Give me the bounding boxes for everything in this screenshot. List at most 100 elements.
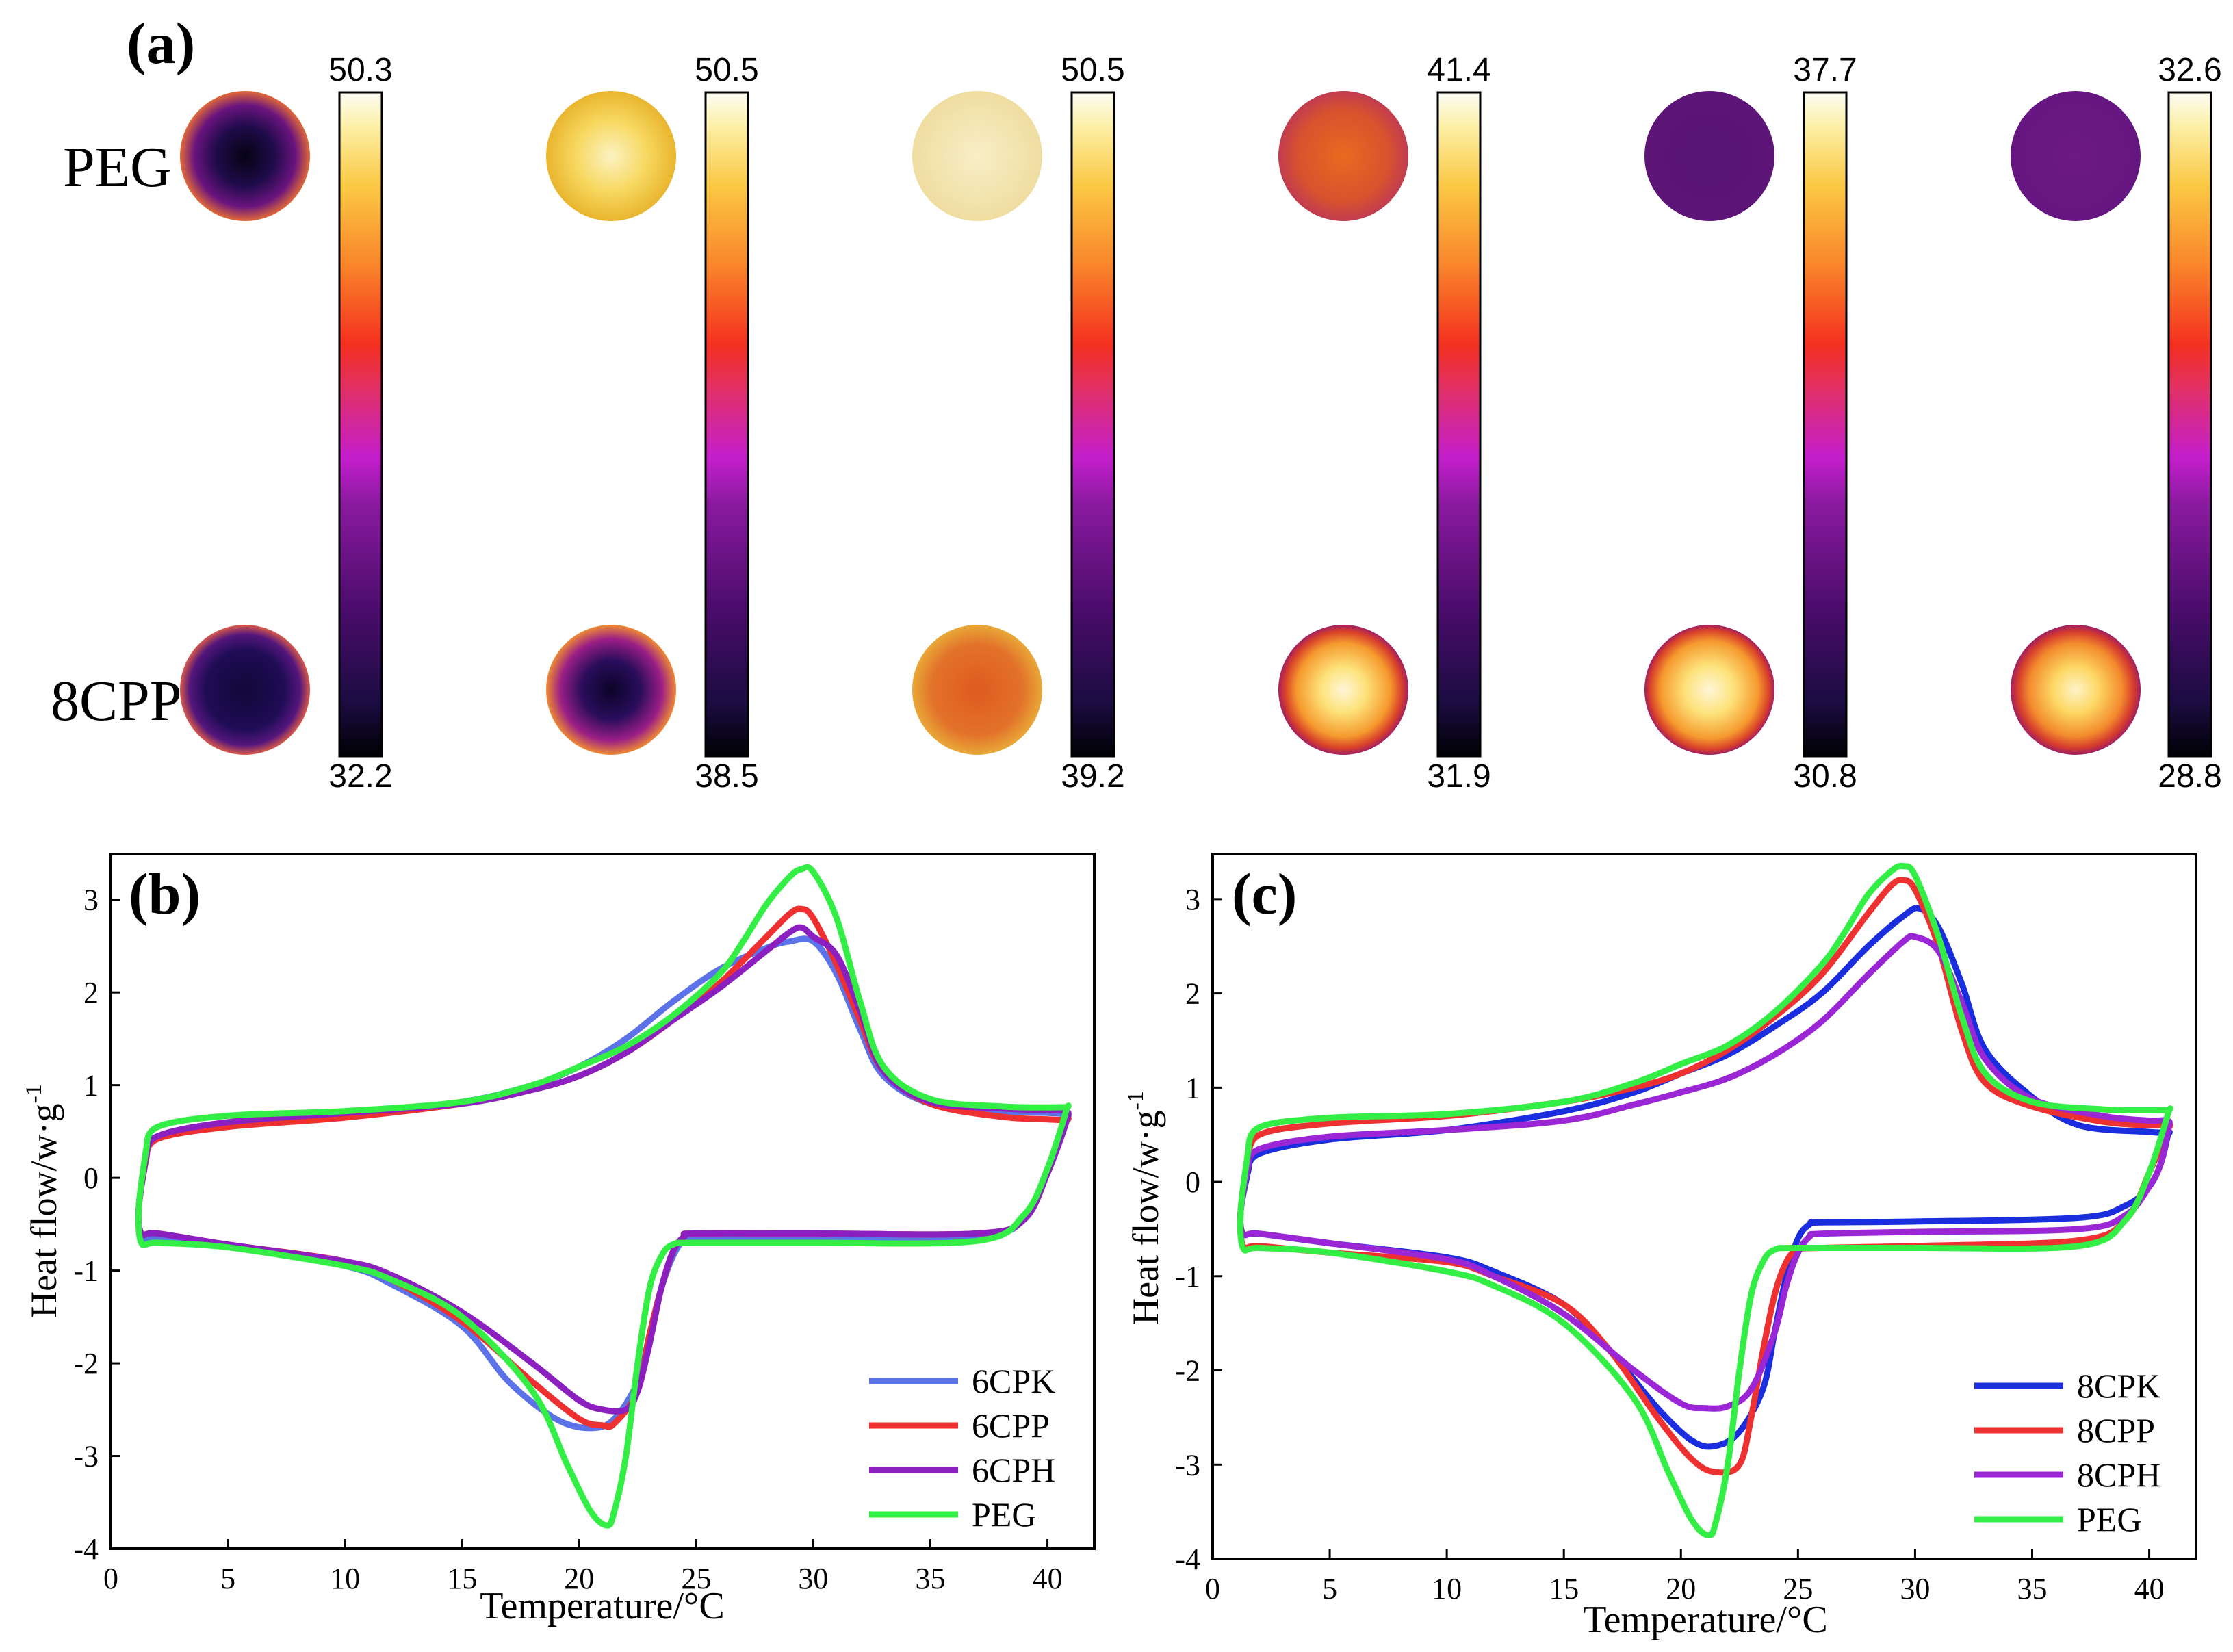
y-axis-label-b: Heat flow/w·g-1 [21,1084,64,1318]
colorbar-max-label: 41.4 [1427,52,1490,88]
legend-label: 6CPH [972,1451,1055,1489]
legend-c: 8CPK 8CPP 8CPH PEG [1974,1367,2160,1538]
x-tick-label: 15 [1549,1572,1579,1605]
y-tick-label: 3 [1185,883,1200,916]
y-tick-label: 0 [1185,1165,1200,1199]
series-line-6cpk [135,935,1072,1432]
thermal-sample-8cpp-5 [1644,625,1774,755]
y-tick-label: -3 [1175,1448,1200,1482]
y-tick-label: 3 [83,883,99,917]
series-lines-b [135,864,1072,1529]
series-line-6cph [135,924,1072,1415]
x-tick-label: 30 [1900,1572,1930,1605]
series-line-8cpk [1237,905,2173,1450]
y-tick-label: -4 [1175,1543,1200,1576]
y-tick-label: -4 [73,1532,99,1566]
x-tick-label: 5 [1322,1572,1337,1605]
panel-b: 0 5 10 15 20 25 30 35 40 -4 -3 -2 -1 0 1 2 3 (b) Tempera… [21,853,1096,1627]
x-tick-label: 40 [1033,1562,1063,1595]
panel-b-label: (b) [129,861,201,927]
thermal-sample-peg-1 [180,91,310,221]
thermal-sample-8cpp-3 [912,625,1042,755]
x-tick-label: 0 [103,1562,118,1595]
thermal-sample-peg-6 [2011,91,2141,221]
y-tick-label: 1 [83,1069,99,1102]
y-tick-label: -1 [73,1254,99,1288]
x-tick-label: 35 [2017,1572,2048,1605]
y-tick-label: -2 [73,1347,99,1380]
colorbar-5 [1803,91,1848,758]
series-line-6cpp [135,905,1072,1430]
legend-label: 8CPH [2077,1456,2160,1494]
panel-c: 0 5 10 15 20 25 30 35 40 -4 -3 -2 -1 0 1 2 3 (c) Tempera… [1123,853,2197,1641]
x-tick-label: 15 [447,1562,477,1595]
thermal-images: 50.3 32.2 50.5 38.5 50.5 39.2 41.4 31.9 37.7 30.8… [180,52,2222,795]
colorbar-min-label: 30.8 [1793,758,1857,795]
y-axis-label-text-b: Heat flow/w·g [23,1103,64,1317]
thermal-sample-peg-4 [1278,91,1408,221]
plot-frame-b [109,853,1096,1550]
colorbar-min-label: 28.8 [2158,758,2221,795]
colorbar-min-label: 31.9 [1427,758,1490,795]
x-tick-label: 20 [1666,1572,1696,1605]
thermal-sample-peg-3 [912,91,1042,221]
x-tick-label: 35 [916,1562,946,1595]
thermal-sample-peg-5 [1644,91,1774,221]
y-tick-label: 0 [83,1161,99,1195]
x-tick-label: 10 [1432,1572,1462,1605]
y-axis-label-sup-c: -1 [1123,1091,1148,1110]
y-tick-label: 2 [83,976,99,1009]
colorbar-3 [1070,91,1115,758]
y-tick-label: -1 [1175,1260,1200,1293]
y-tick-label: -3 [73,1440,99,1473]
row-label-peg: PEG [63,135,172,199]
x-tick-label: 10 [330,1562,360,1595]
axis-ticks-c: 0 5 10 15 20 25 30 35 40 -4 -3 -2 -1 0 1 2 3 [1175,883,2164,1605]
panel-a: (a) PEG 8CPP [51,10,195,733]
colorbar-max-label: 37.7 [1793,52,1857,88]
colorbar-max-label: 32.6 [2158,52,2221,88]
x-axis-label-b: Temperature/°C [480,1585,724,1627]
x-tick-label: 25 [681,1562,711,1595]
series-lines-c [1237,862,2173,1539]
x-tick-label: 40 [2134,1572,2165,1605]
colorbar-min-label: 38.5 [695,758,758,795]
plot-frame-c [1211,853,2197,1560]
thermal-sample-8cpp-1 [180,625,310,755]
panel-a-label: (a) [127,10,195,76]
series-line-peg [135,864,1072,1529]
x-tick-label: 5 [220,1562,235,1595]
y-axis-label-c: Heat flow/w·g-1 [1123,1091,1166,1325]
y-tick-label: 2 [1185,977,1200,1011]
y-tick-label: 1 [1185,1071,1200,1105]
legend-label: 8CPP [2077,1411,2155,1449]
row-label-8cpp: 8CPP [51,669,181,733]
colorbar-6 [2167,91,2212,758]
colorbar-min-label: 39.2 [1061,758,1124,795]
colorbar-max-label: 50.5 [695,52,758,88]
x-tick-label: 25 [1783,1572,1813,1605]
colorbar-min-label: 32.2 [328,758,392,795]
thermal-sample-8cpp-4 [1278,625,1408,755]
legend-label: 6CPK [972,1362,1055,1400]
y-tick-label: -2 [1175,1354,1200,1388]
legend-label: PEG [972,1495,1036,1534]
x-tick-label: 0 [1205,1572,1220,1605]
legend-label: 6CPP [972,1406,1050,1445]
thermal-sample-8cpp-2 [546,625,676,755]
colorbar-2 [704,91,749,758]
y-axis-label-text-c: Heat flow/w·g [1125,1110,1166,1324]
axis-ticks-b: 0 5 10 15 20 25 30 35 40 -4 -3 -2 -1 0 1 2 3 [73,883,1062,1595]
colorbar-max-label: 50.5 [1061,52,1124,88]
colorbar-max-label: 50.3 [328,52,392,88]
series-line-8cph [1237,933,2173,1412]
x-tick-label: 20 [564,1562,594,1595]
legend-b: 6CPK 6CPP 6CPH PEG [869,1362,1055,1534]
x-tick-label: 30 [798,1562,828,1595]
colorbar-1 [338,91,383,758]
legend-label: 8CPK [2077,1367,2160,1405]
series-line-peg [1237,862,2173,1539]
x-axis-label-c: Temperature/°C [1583,1599,1827,1641]
thermal-sample-peg-2 [546,91,676,221]
